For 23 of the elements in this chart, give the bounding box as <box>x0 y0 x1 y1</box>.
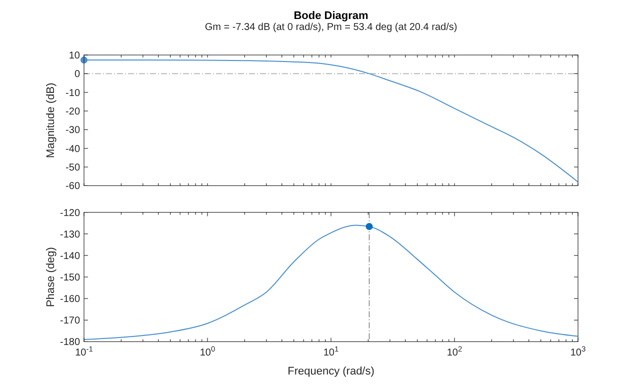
y-tick-label: -170 <box>60 316 80 327</box>
y-tick-label: -150 <box>60 272 80 284</box>
x-tick-label: 10$^{1}$ <box>323 344 339 359</box>
y-tick-label: 0 <box>74 69 80 80</box>
y-tick-label: 10 <box>68 50 80 62</box>
y-axis-title: Phase (deg) <box>45 247 57 307</box>
chart-title: Bode Diagram <box>294 10 368 22</box>
x-axis-title: Frequency (rad/s) <box>288 366 374 378</box>
y-tick-label: -30 <box>66 125 80 136</box>
x-tick-label: 10$^{3}$ <box>570 344 586 359</box>
y-tick-label: -50 <box>66 162 80 174</box>
y-tick-label: -20 <box>66 106 80 118</box>
y-tick-label: -120 <box>60 208 80 219</box>
y-tick-label: -160 <box>60 294 80 306</box>
chart-subtitle: Gm = -7.34 dB (at 0 rad/s), Pm = 53.4 deg (at 20.4 rad/s) <box>204 22 458 33</box>
y-axis-title: Magnitude (dB) <box>45 82 57 158</box>
x-tick-label: 10$^{0}$ <box>200 344 216 359</box>
x-tick-label: 10$^{2}$ <box>446 344 462 359</box>
y-tick-label: -140 <box>60 250 80 262</box>
y-tick-label: -10 <box>66 88 80 99</box>
y-tick-label: -130 <box>60 229 80 240</box>
y-tick-label: -40 <box>66 144 80 155</box>
y-tick-label: -60 <box>66 181 80 192</box>
